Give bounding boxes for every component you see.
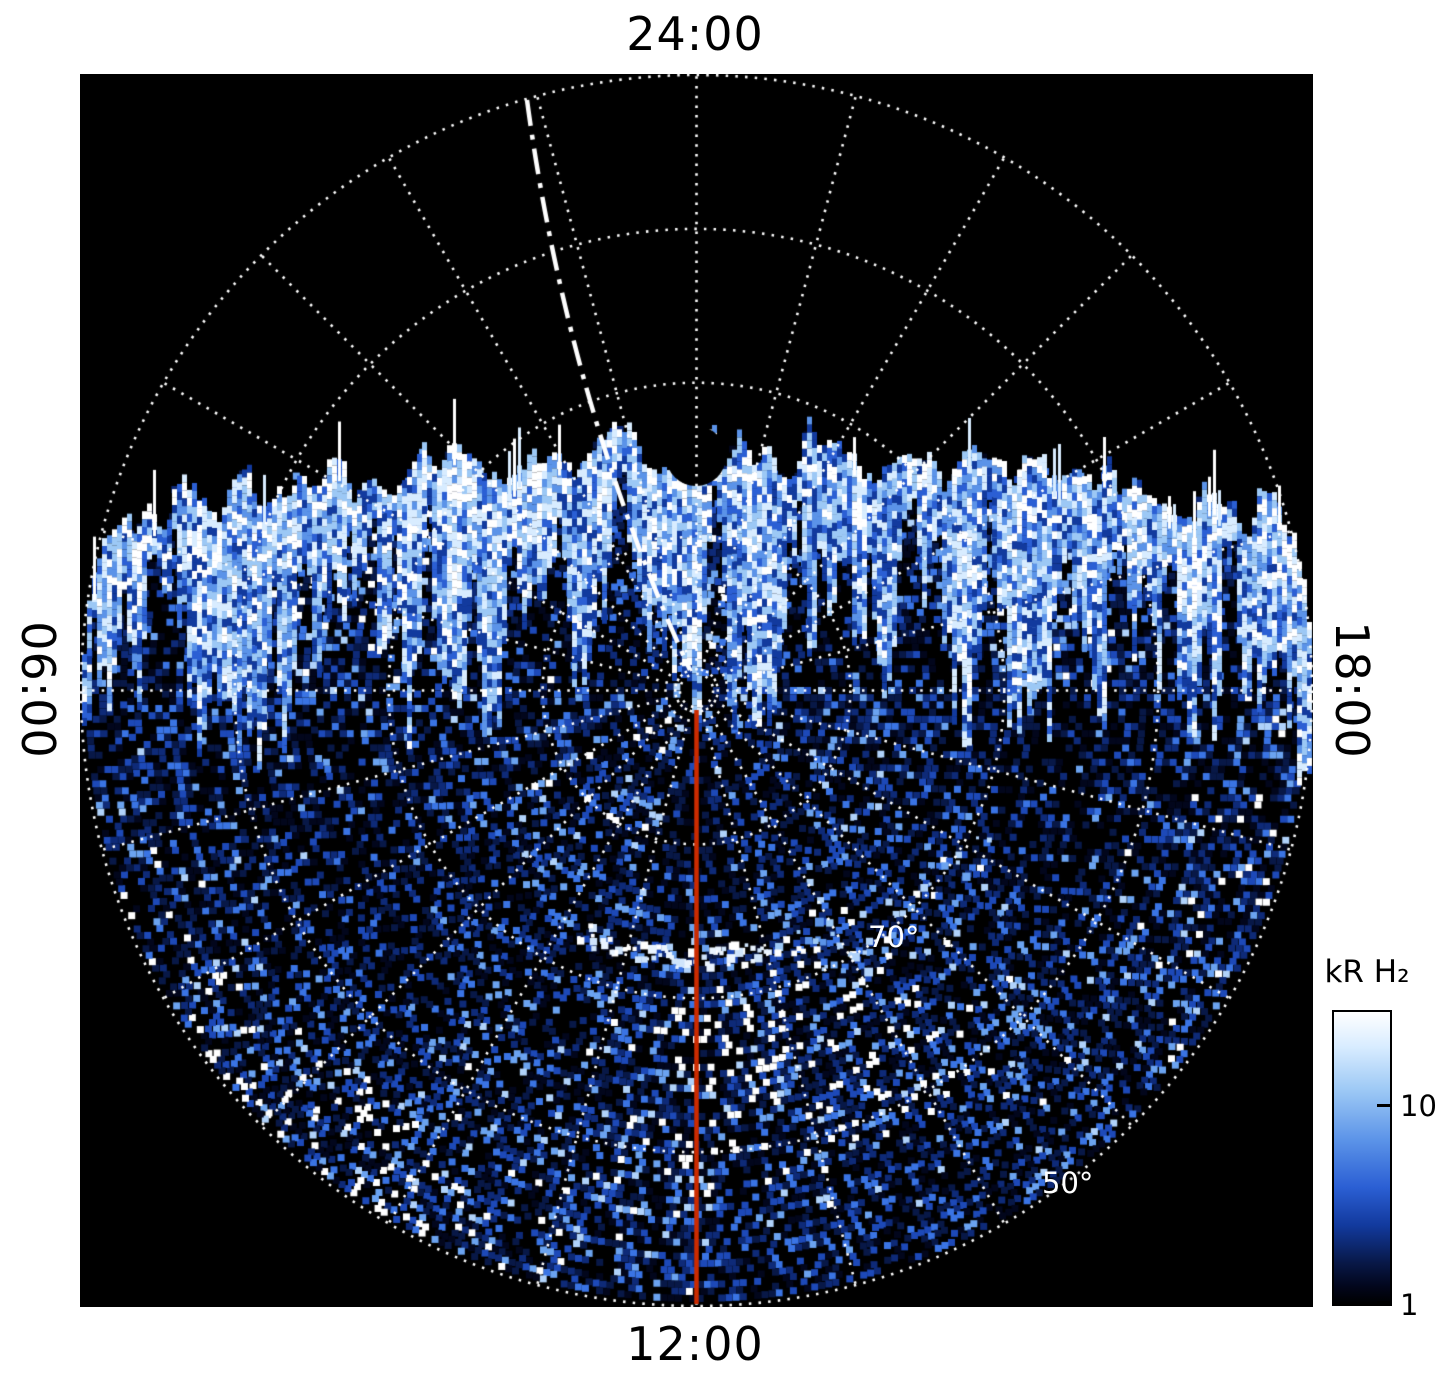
colorbar-tick-label-0: 10 (1400, 1088, 1437, 1123)
colorbar-tick-mark-0 (1377, 1104, 1390, 1108)
latitude-ring-label-50: 50° (1042, 1166, 1094, 1200)
polar-emission-map (80, 74, 1313, 1307)
colorbar-tick-mark-1 (1377, 1300, 1390, 1304)
colorbar-title: kR H₂ (1324, 954, 1410, 990)
colorbar-tick-labels: 10 1 (1400, 1010, 1447, 1322)
local-time-label-06: 06:00 (11, 621, 65, 759)
colorbar-gradient (1334, 1012, 1390, 1304)
local-time-label-12: 12:00 (626, 1317, 764, 1371)
colorbar-tick-label-1: 1 (1400, 1287, 1419, 1322)
local-time-label-24: 24:00 (626, 7, 764, 61)
latitude-ring-label-70: 70° (868, 920, 920, 954)
local-time-label-18: 18:00 (1325, 621, 1379, 759)
colorbar (1332, 1010, 1392, 1306)
